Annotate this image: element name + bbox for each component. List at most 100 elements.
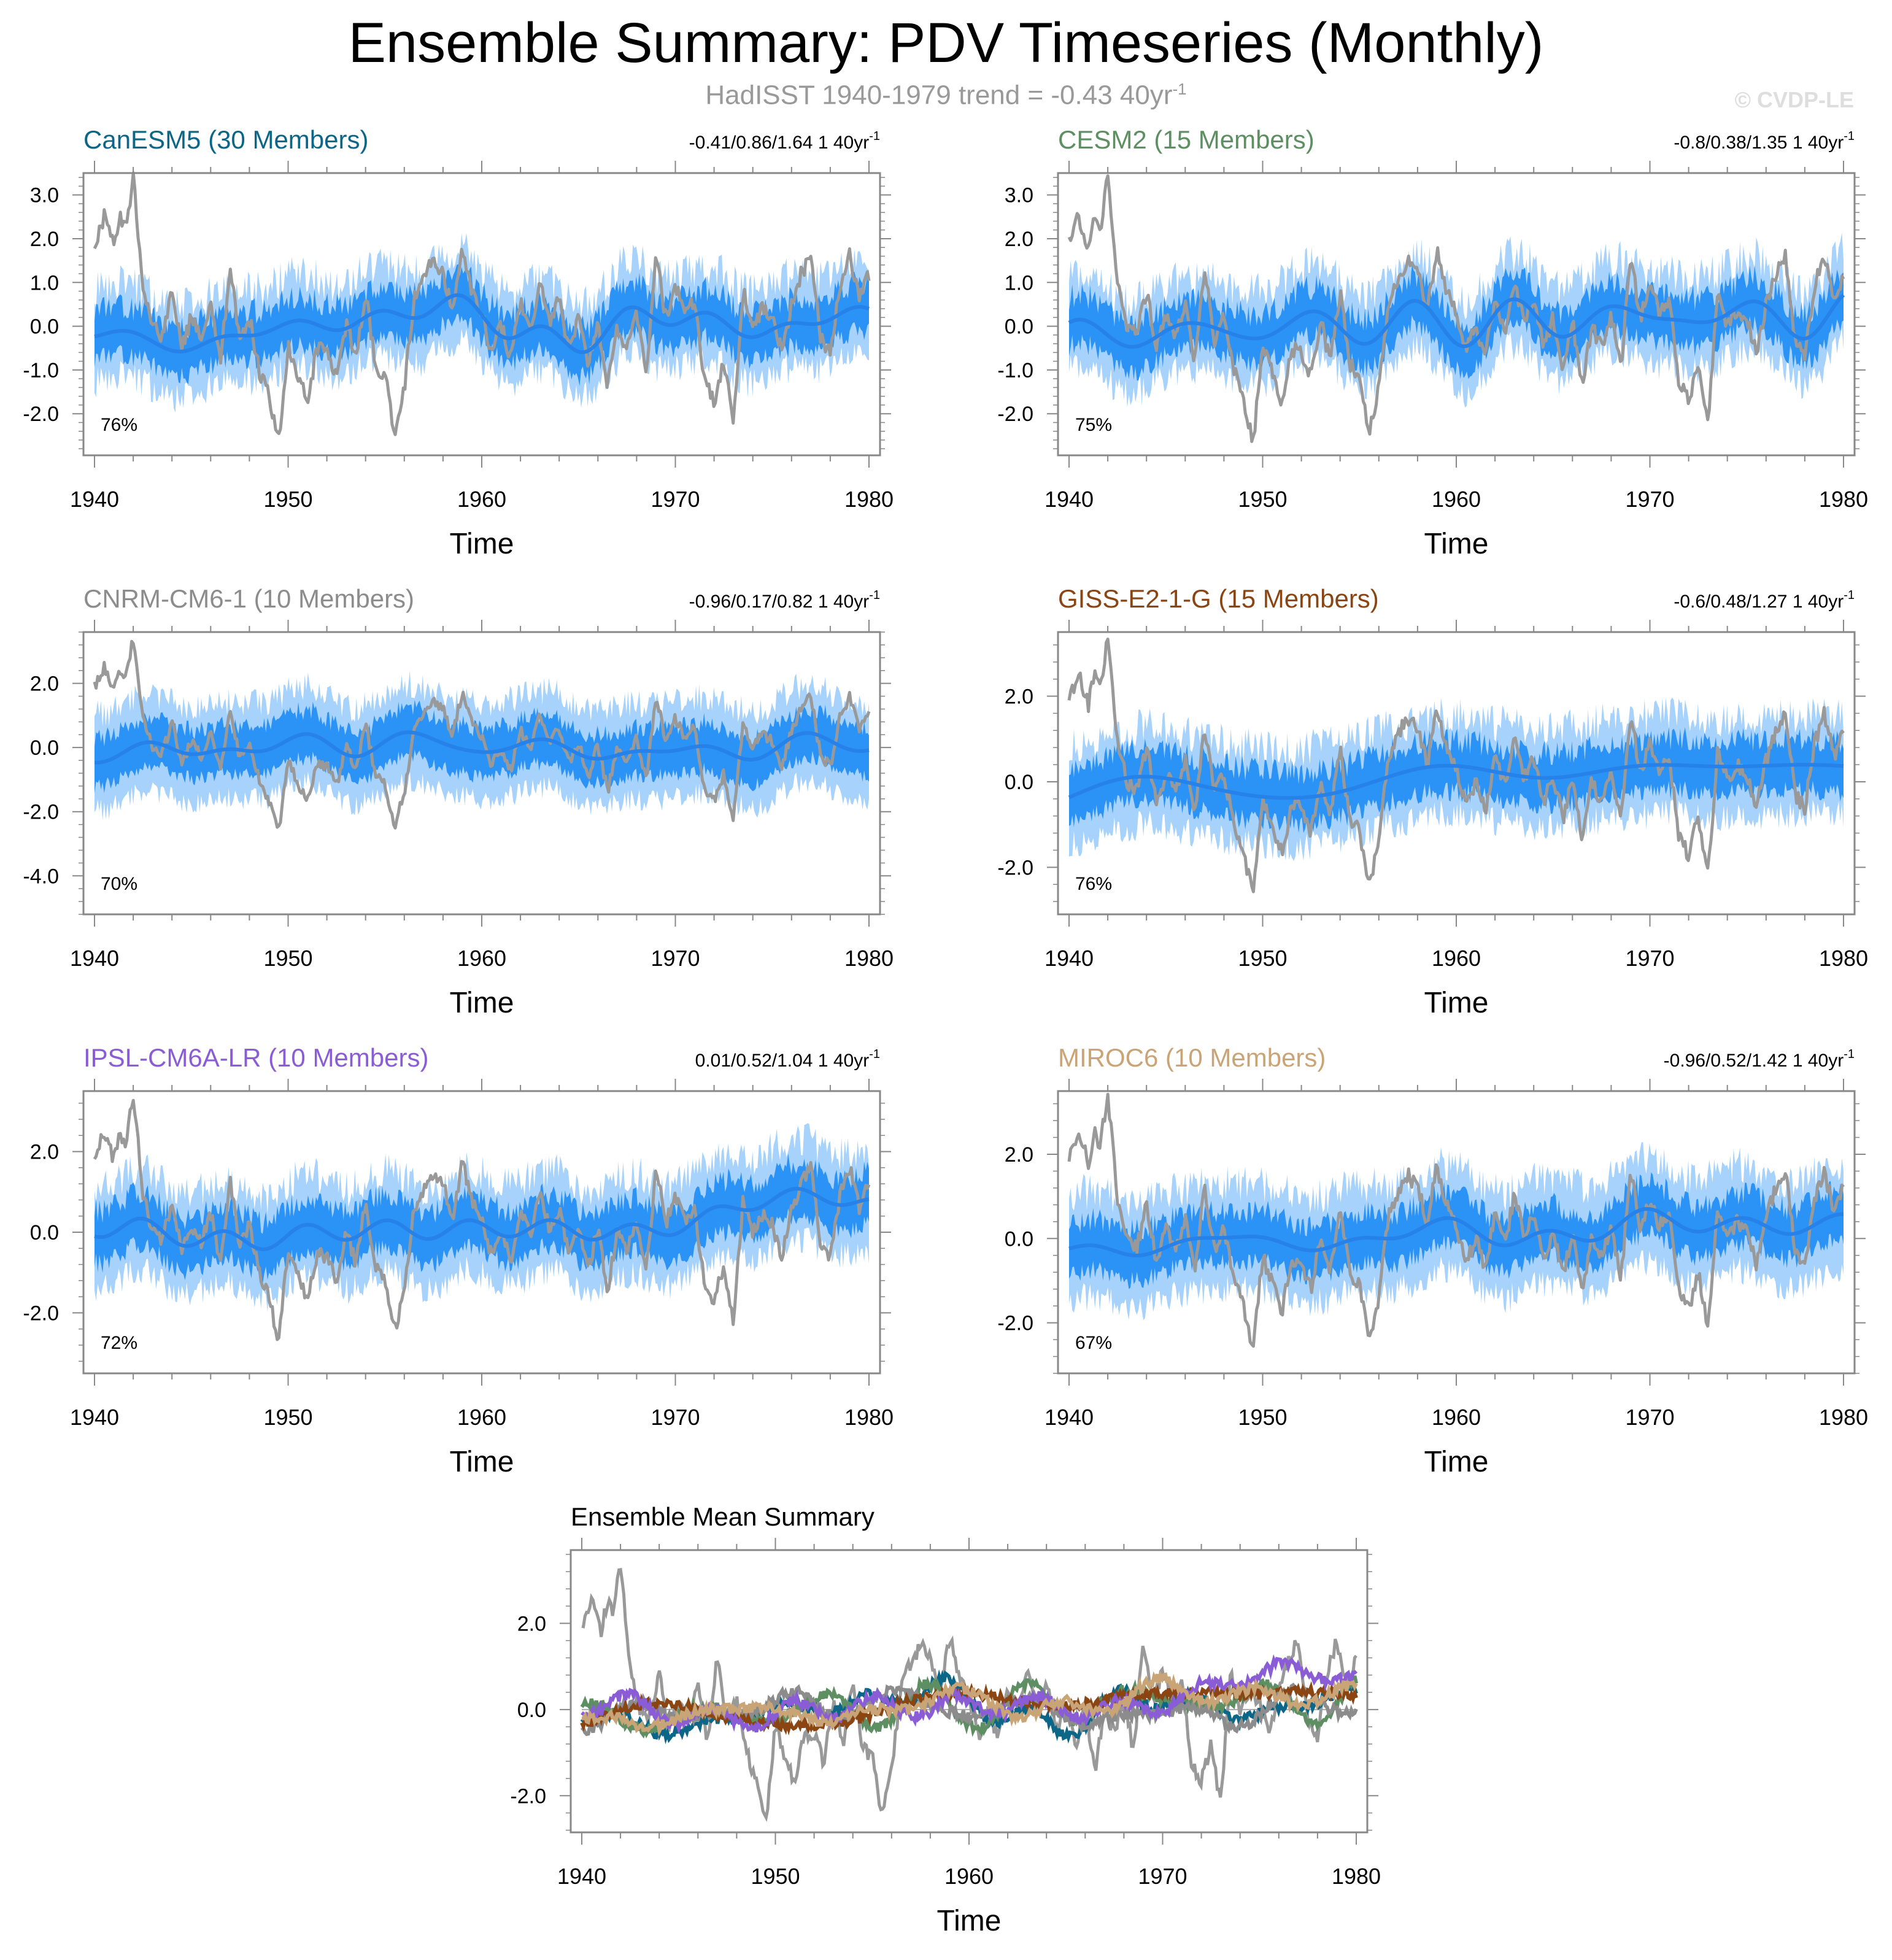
- trend-text: -0.8/0.38/1.35 1 40yr: [1674, 133, 1844, 153]
- percent-label: 76%: [101, 415, 137, 435]
- x-tick-label: 1940: [1044, 946, 1094, 971]
- y-tick-label: 0.0: [1005, 771, 1033, 794]
- trend-text: -0.41/0.86/1.64 1 40yr: [689, 133, 870, 153]
- y-tick-label: 3.0: [30, 184, 59, 207]
- y-tick-label: 0.0: [517, 1699, 546, 1722]
- y-tick-label: -2.0: [997, 403, 1033, 426]
- panel-title: MIROC6 (10 Members): [1058, 1043, 1326, 1072]
- x-tick-label: 1940: [557, 1864, 606, 1889]
- x-tick-label: 1980: [844, 487, 894, 512]
- y-tick-label: 2.0: [1005, 685, 1033, 709]
- x-tick-label: 1980: [1819, 487, 1868, 512]
- percent-label: 70%: [101, 874, 137, 894]
- percent-label: 67%: [1075, 1333, 1112, 1353]
- x-tick-label: 1960: [457, 1405, 506, 1430]
- observation-line: [93, 1098, 871, 1341]
- ensemble-mean-line: [1068, 763, 1844, 800]
- series-line-miroc6: [582, 1670, 1358, 1737]
- trend-label: -0.6/0.48/1.27 1 40yr-1: [1674, 588, 1855, 612]
- x-tick-label: 1980: [1819, 1405, 1868, 1430]
- x-axis-label: Time: [450, 987, 514, 1019]
- x-tick-label: 1970: [651, 946, 700, 971]
- panel-ipsl: 1940 1950 1960 1970 1980 Time 2.0 0.0 -2.0 IPSL-C…: [23, 1043, 894, 1478]
- panel-title: GISS-E2-1-G (15 Members): [1058, 584, 1379, 613]
- y-tick-label: 2.0: [1005, 228, 1033, 251]
- x-tick-label: 1940: [1044, 487, 1094, 512]
- percent-label: 76%: [1075, 874, 1112, 894]
- x-tick-label: 1970: [1138, 1864, 1187, 1889]
- x-tick-label: 1960: [457, 946, 506, 971]
- x-tick-label: 1940: [70, 946, 119, 971]
- page-title: Ensemble Summary: PDV Timeseries (Monthl…: [348, 12, 1544, 74]
- ensemble-mean-line: [1068, 1207, 1844, 1257]
- band-25-75-percentile: [95, 264, 869, 387]
- y-tick-label: -2.0: [997, 856, 1033, 879]
- x-tick-label: 1950: [263, 1405, 312, 1430]
- trend-label: -0.96/0.17/0.82 1 40yr-1: [689, 588, 880, 612]
- x-tick-label: 1970: [651, 1405, 700, 1430]
- x-tick-label: 1940: [70, 1405, 119, 1430]
- trend-label: -0.41/0.86/1.64 1 40yr-1: [689, 129, 880, 153]
- trend-label: 0.01/0.52/1.04 1 40yr-1: [695, 1048, 880, 1071]
- y-tick-label: -2.0: [23, 403, 59, 426]
- y-tick-label: 0.0: [1005, 315, 1033, 339]
- trend-exponent: -1: [1844, 129, 1855, 143]
- panel-giss: 1940 1950 1960 1970 1980 Time 2.0 0.0 -2.0 GISS-E…: [997, 584, 1868, 1019]
- band-25-75-percentile: [95, 700, 869, 793]
- y-tick-label: 2.0: [517, 1612, 546, 1635]
- y-tick-label: 3.0: [1005, 184, 1033, 207]
- panel-cesm2: 1940 1950 1960 1970 1980 Time 3.0 2.0 1.0 0.0 -1.0…: [997, 125, 1868, 560]
- x-axis-label: Time: [450, 1446, 514, 1478]
- x-tick-label: 1980: [844, 1405, 894, 1430]
- observation-line: [1067, 174, 1845, 443]
- x-tick-label: 1940: [70, 487, 119, 512]
- y-tick-label: 0.0: [1005, 1227, 1033, 1251]
- y-tick-label: 0.0: [30, 315, 59, 339]
- y-tick-label: 2.0: [30, 228, 59, 251]
- percent-label: 75%: [1075, 415, 1112, 435]
- x-tick-label: 1980: [1332, 1864, 1381, 1889]
- subtitle-exponent: -1: [1172, 80, 1187, 98]
- trend-label: -0.96/0.52/1.42 1 40yr-1: [1664, 1048, 1855, 1071]
- x-axis-label: Time: [1424, 987, 1489, 1019]
- panel-miroc6: 1940 1950 1960 1970 1980 Time 2.0 0.0 -2.0 MIROC6…: [997, 1043, 1868, 1478]
- y-tick-label: 0.0: [30, 736, 59, 760]
- y-tick-label: -4.0: [23, 865, 59, 888]
- trend-text: 0.01/0.52/1.04 1 40yr: [695, 1051, 870, 1071]
- x-tick-label: 1970: [1625, 487, 1674, 512]
- x-tick-label: 1960: [1432, 487, 1481, 512]
- x-tick-label: 1950: [1238, 1405, 1287, 1430]
- trend-text: -0.6/0.48/1.27 1 40yr: [1674, 592, 1844, 612]
- panel-cnrm: 1940 1950 1960 1970 1980 Time 2.0 0.0 -2.0 -4.0 CN…: [23, 584, 894, 1019]
- x-tick-label: 1980: [1819, 946, 1868, 971]
- trend-exponent: -1: [1844, 588, 1855, 602]
- x-tick-label: 1970: [1625, 1405, 1674, 1430]
- x-tick-label: 1950: [263, 946, 312, 971]
- y-tick-label: 1.0: [30, 271, 59, 295]
- copyright-watermark: © CVDP-LE: [1734, 87, 1854, 112]
- x-tick-label: 1960: [944, 1864, 994, 1889]
- x-tick-label: 1980: [844, 946, 894, 971]
- x-axis-label: Time: [450, 528, 514, 560]
- x-tick-label: 1950: [263, 487, 312, 512]
- panel-title: Ensemble Mean Summary: [571, 1502, 875, 1531]
- percent-label: 72%: [101, 1333, 137, 1353]
- ensemble-mean-line: [1068, 293, 1845, 349]
- trend-exponent: -1: [869, 1048, 880, 1061]
- x-tick-label: 1940: [1044, 1405, 1094, 1430]
- y-tick-label: 2.0: [30, 1141, 59, 1164]
- panel-title: CanESM5 (30 Members): [83, 125, 368, 154]
- y-tick-label: -2.0: [510, 1784, 546, 1808]
- y-tick-label: -2.0: [997, 1312, 1033, 1335]
- panel-summary: 1940 1950 1960 1970 1980 Time 2.0 0.0 -2.0 Ensemb…: [510, 1502, 1381, 1937]
- panel-canesm5: 1940 1950 1960 1970 1980 Time 3.0 2.0 1.0 0.0 -1.0…: [23, 125, 894, 560]
- x-axis-label: Time: [1424, 528, 1489, 560]
- y-tick-label: -1.0: [997, 359, 1033, 382]
- y-tick-label: 2.0: [1005, 1143, 1033, 1167]
- x-tick-label: 1950: [1238, 946, 1287, 971]
- panel-title: CESM2 (15 Members): [1058, 125, 1315, 154]
- y-tick-label: 2.0: [30, 673, 59, 696]
- ensemble-mean-line: [94, 1186, 870, 1251]
- x-tick-label: 1950: [1238, 487, 1287, 512]
